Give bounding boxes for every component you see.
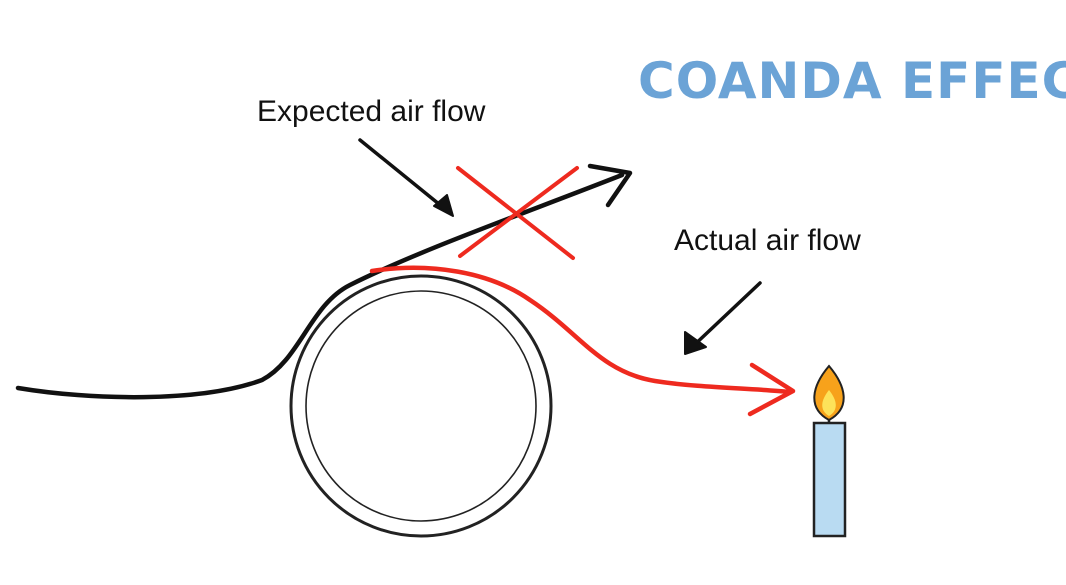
- candle-icon: [812, 364, 847, 538]
- expected-air-flow-label: Expected air flow: [257, 95, 486, 128]
- expected-air-flow-arrowhead: [587, 163, 633, 208]
- actual-air-flow-line: [369, 265, 793, 395]
- expected-label-pointer-arrow: [358, 138, 454, 217]
- diagram-title: COANDA EFFECT: [638, 52, 1066, 110]
- expected-air-flow-line: [15, 172, 625, 400]
- actual-air-flow-label: Actual air flow: [674, 224, 861, 257]
- cylinder-icon: [289, 274, 553, 538]
- actual-label-pointer-arrow: [684, 281, 762, 355]
- cross-mark-icon: [456, 166, 579, 260]
- actual-air-flow-arrowhead: [747, 362, 796, 417]
